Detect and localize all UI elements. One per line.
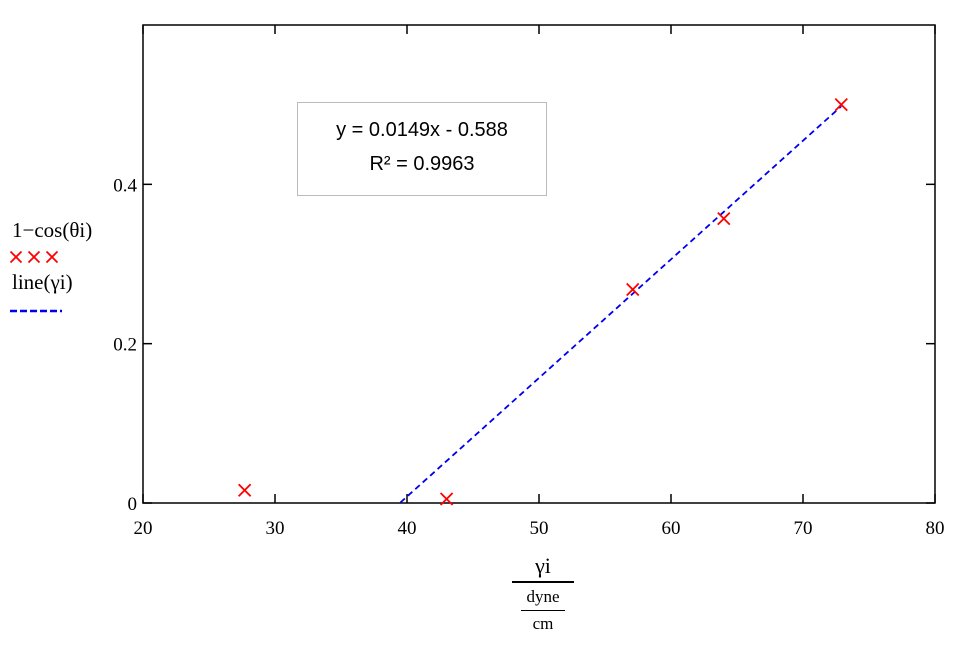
legend-marker-x [9,250,23,264]
fit-line [399,105,842,504]
y-tick-label: 0.2 [113,335,137,356]
x-axis-label: γi dyne cm [512,553,574,634]
x-tick-label: 60 [662,518,681,539]
data-point-marker [439,492,454,506]
legend-marker-x [27,250,41,264]
data-point-marker [717,211,731,226]
legend-series-1-label: 1−cos(θi) [12,218,92,243]
legend-label-cos: 1−cos(θi) [12,218,93,242]
data-point-marker [834,98,848,112]
equation-text: y = 0.0149x - 0.588 [336,119,508,141]
data-point-marker [626,282,640,297]
x-label-unit-numerator: dyne [526,587,560,606]
x-tick-label: 30 [266,518,285,539]
x-label-numerator: γi [535,553,551,578]
y-tick-label: 0.4 [113,175,137,196]
x-tick-label: 50 [530,518,549,539]
legend-label-line: line(γi) [12,270,73,294]
x-tick-label: 20 [134,518,153,539]
x-tick-label: 80 [926,518,945,539]
plot-frame [142,24,936,504]
unit-fraction-bar [521,610,565,611]
data-point-marker [238,483,252,497]
x-tick-label: 70 [794,518,813,539]
x-tick-label: 40 [398,518,417,539]
legend-marker-x [45,250,59,264]
x-label-unit-denominator: cm [532,614,554,633]
regression-annotation: y = 0.0149x - 0.588 R² = 0.9963 [297,102,547,196]
r-squared-text: R² = 0.9963 [369,153,475,175]
legend-series-2-label: line(γi) [12,270,73,295]
fraction-bar [512,581,574,583]
y-tick-label: 0 [128,494,138,515]
